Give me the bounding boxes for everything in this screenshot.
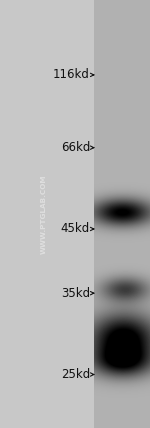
Text: 45kd: 45kd: [61, 223, 94, 235]
Text: 35kd: 35kd: [61, 287, 94, 300]
Text: 66kd: 66kd: [61, 141, 94, 154]
Text: 25kd: 25kd: [61, 368, 94, 381]
Bar: [0, 0, 94, 428]
Text: WWW.PTGLAB.COM: WWW.PTGLAB.COM: [41, 174, 47, 254]
Text: 116kd: 116kd: [53, 68, 94, 81]
